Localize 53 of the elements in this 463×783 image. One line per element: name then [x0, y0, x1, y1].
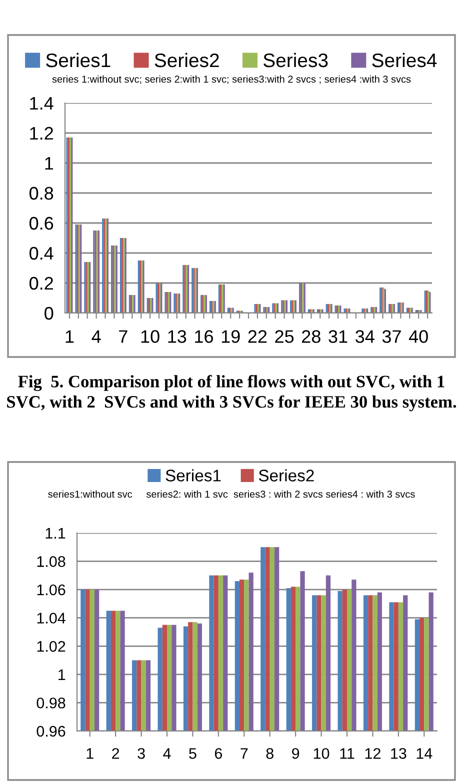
x-tick-label: 14	[416, 748, 432, 759]
x-tick-label: 1	[86, 748, 94, 759]
y-tick-label: 0.8	[29, 186, 54, 200]
x-tick-label: 22	[248, 330, 267, 343]
y-tick-label: 1.2	[30, 126, 53, 140]
y-tick-label: 0	[44, 306, 54, 320]
y-tick-label: 0.96	[36, 726, 66, 737]
y-tick-label: 1.08	[37, 556, 66, 567]
x-tick-label: 19	[222, 330, 240, 343]
x-tick-label: 4	[163, 748, 171, 759]
y-tick-label: 0.98	[36, 698, 66, 708]
x-tick-label: 1	[66, 330, 74, 343]
x-tick-label: 4	[92, 330, 101, 343]
x-tick-label: 12	[365, 748, 380, 759]
x-tick-label: 11	[340, 748, 354, 759]
x-tick-label: 9	[292, 748, 300, 759]
x-tick-label: 6	[214, 748, 222, 759]
x-tick-label: 7	[119, 330, 128, 343]
x-tick-label: 3	[138, 748, 145, 759]
legend-label: Series2	[258, 469, 314, 482]
x-tick-label: 40	[408, 330, 428, 343]
x-tick-label: 2	[112, 748, 120, 759]
legend-label: Series1	[46, 52, 110, 68]
y-tick-label: 1.06	[37, 584, 66, 596]
x-tick-label: 13	[168, 330, 186, 343]
legend-label: Series1	[166, 469, 221, 482]
caption: Fig 5. Comparison plot of line flows with out SVC, with 1 SVC, with 2 SVCs and with 3 SVCs for IEEE 30 bus system.	[7, 375, 456, 412]
y-tick-label: 0.6	[29, 216, 54, 230]
x-tick-label: 10	[314, 748, 330, 759]
x-tick-label: 25	[275, 330, 294, 343]
y-tick-label: 1.04	[37, 612, 66, 624]
y-tick-label: 1.1	[46, 528, 66, 539]
x-tick-label: 31	[328, 330, 348, 343]
y-tick-label: 1	[45, 157, 54, 170]
y-tick-label: 1	[58, 669, 66, 680]
x-tick-label: 16	[195, 330, 213, 343]
y-tick-label: 0.2	[29, 276, 53, 290]
legend-label: Series3	[263, 52, 328, 68]
x-tick-label: 28	[302, 330, 320, 343]
legend-label: Series2	[154, 52, 219, 68]
x-tick-label: 8	[266, 748, 274, 759]
chart-subtitle: series 1:without svc; series 2:with 1 svc; series3:with 2 svcs ; series4 :with 3 svcs	[52, 75, 411, 84]
legend-label: Series4	[372, 52, 437, 68]
x-tick-label: 13	[391, 748, 406, 759]
y-tick-label: 1.02	[37, 641, 66, 652]
y-tick-label: 0.4	[29, 246, 54, 260]
chart-subtitle: series1:without svc series2: with 1 svc series3 : with 2 svcs series4 : with 3 svcs	[48, 490, 415, 498]
x-tick-label: 5	[189, 748, 196, 759]
x-tick-label: 10	[141, 330, 160, 343]
x-tick-label: 7	[240, 748, 248, 759]
y-tick-label: 1.4	[30, 97, 54, 110]
x-tick-label: 34	[356, 330, 374, 343]
x-tick-label: 37	[382, 330, 401, 343]
